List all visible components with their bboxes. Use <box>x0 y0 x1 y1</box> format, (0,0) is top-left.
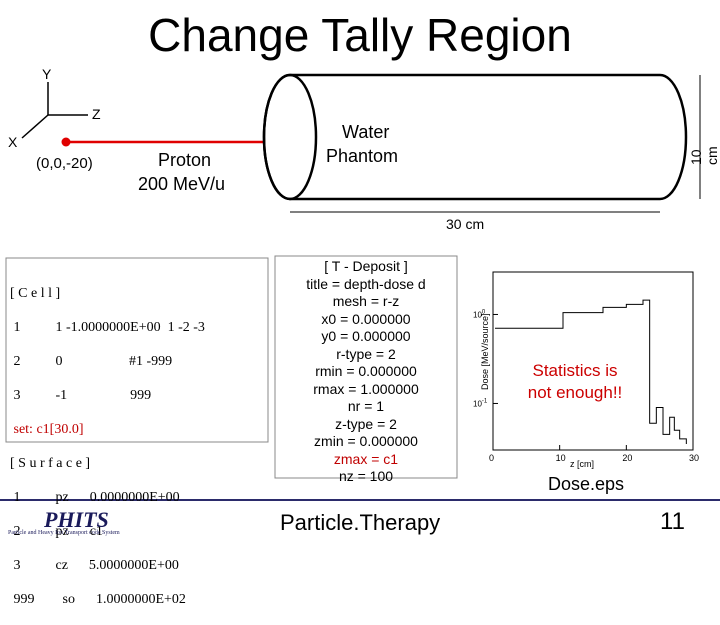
origin-label: (0,0,-20) <box>36 155 93 172</box>
length-label: 30 cm <box>446 216 485 232</box>
tally-line: z-type = 2 <box>335 415 397 432</box>
tally-section: [ T - Deposit ] title = depth-dose d mes… <box>278 258 454 486</box>
y-tick-label: 10-1 <box>473 398 488 408</box>
surface-line: 2 pz c1 <box>10 524 103 539</box>
tally-line: rmin = 0.000000 <box>315 363 417 379</box>
cell-section-border <box>5 257 269 443</box>
tally-line: mesh = r-z <box>332 293 400 309</box>
tally-line: r-type = 2 <box>336 345 396 362</box>
tally-line: y0 = 0.000000 <box>321 328 411 344</box>
x-tick-label: 0 <box>489 453 494 463</box>
page-number: 11 <box>660 508 685 535</box>
statistics-warning: Statistics is not enough!! <box>505 360 645 404</box>
cell-line: 1 1 -1.0000000E+00 1 -2 -3 <box>10 320 205 335</box>
plot-caption: Dose.eps <box>548 474 625 494</box>
dose-plot: 0 10 20 30 100 10-1 Dose [MeV/source] z [cm] <box>473 271 699 469</box>
geometry-diagram <box>21 73 701 213</box>
set-line: set: c1[30.0] <box>10 422 84 437</box>
y-axis-label: Y <box>42 66 52 82</box>
panel-borders <box>0 255 720 501</box>
tally-line: nr = 1 <box>347 398 385 414</box>
tally-line: nz = 100 <box>338 468 394 484</box>
phantom-label-water: Water <box>342 122 390 142</box>
cell-line: 3 -1 999 <box>10 388 152 403</box>
dose-series-line <box>495 299 687 445</box>
x-tick-label: 30 <box>689 453 699 463</box>
z-axis-label: Z <box>92 106 101 122</box>
beam-label-energy: 200 MeV/u <box>138 174 226 194</box>
tally-line: zmin = 0.000000 <box>314 433 418 449</box>
phantom-label-phantom: Phantom <box>326 146 399 166</box>
tally-line: x0 = 0.000000 <box>321 310 411 327</box>
footer-title: Particle.Therapy <box>280 510 441 535</box>
x-axis-line <box>21 114 49 139</box>
y-tick-label: 100 <box>473 309 486 319</box>
surface-header: [ S u r f a c e ] <box>10 456 91 471</box>
page-title: Change Tally Region <box>148 9 572 61</box>
x-tick-label: 10 <box>556 453 566 463</box>
x-tick-label: 20 <box>622 453 632 463</box>
cell-line: 2 0 #1 -999 <box>10 354 173 369</box>
statistics-warning-line1: Statistics is <box>532 361 618 380</box>
tally-section-border <box>274 255 458 479</box>
x-axis-label: X <box>8 134 18 150</box>
plot-frame <box>492 271 694 451</box>
surface-line: 1 pz 0.0000000E+00 <box>10 490 180 505</box>
phits-logo: PHITS <box>44 507 109 532</box>
cell-header: [ C e l l ] <box>10 286 61 301</box>
cell-section: [ C e l l ] 1 1 -1.0000000E+00 1 -2 -3 2… <box>10 268 205 625</box>
statistics-warning-line2: not enough!! <box>527 383 623 402</box>
surface-line: 999 so 1.0000000E+02 <box>10 592 186 607</box>
plot-x-axis-label: z [cm] <box>570 459 594 469</box>
phits-logo-subtitle: Particle and Heavy Ion Transport code Sy… <box>8 530 120 536</box>
tally-zmax-line: zmax = c1 <box>333 450 399 467</box>
tally-header: [ T - Deposit ] <box>324 258 408 274</box>
plot-ticks: 0 10 20 30 100 10-1 <box>473 309 699 463</box>
tally-line: rmax = 1.000000 <box>313 380 419 397</box>
surface-line: 3 cz 5.0000000E+00 <box>10 558 179 573</box>
cylinder-front-face <box>262 73 318 201</box>
beam-label-particle: Proton <box>158 150 212 170</box>
plot-y-axis-label: Dose [MeV/source] <box>480 313 490 390</box>
tally-line: title = depth-dose d <box>306 275 426 292</box>
